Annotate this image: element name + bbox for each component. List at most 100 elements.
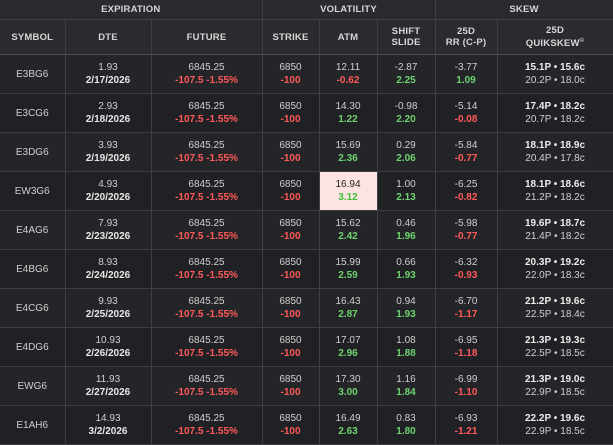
dte-value: 14.93 [95,413,121,424]
future-cell: 6845.25 -107.5 -1.55% [151,93,263,133]
symbol-cell[interactable]: E3CG6 [0,93,66,133]
col-rr-label-2: RR (C-P) [445,37,487,48]
future-change: -107.5 -1.55% [175,270,238,281]
symbol-cell[interactable]: E4DG6 [0,327,66,367]
shift-value: 0.83 [396,413,416,424]
expiration-date: 2/25/2026 [85,309,131,320]
slide-value: 1.80 [396,426,416,437]
slide-value: 1.93 [396,270,416,281]
shift-slide-cell: -2.87 2.25 [377,54,436,94]
rr-value: -6.99 [454,374,478,385]
col-shift-slide[interactable]: SHIFT SLIDE [377,19,436,55]
col-strike[interactable]: STRIKE [262,19,320,55]
col-25d-quikskew[interactable]: 25D QUIKSKEW© [497,19,613,55]
col-dte[interactable]: DTE [65,19,152,55]
quikskew-prior: 22.5P • 18.4c [525,309,585,320]
atm-change: 2.42 [338,231,358,242]
expiration-date: 2/17/2026 [85,75,131,86]
slide-value: 2.06 [396,153,416,164]
shift-slide-cell: 0.29 2.06 [377,132,436,172]
future-cell: 6845.25 -107.5 -1.55% [151,405,263,445]
col-symbol[interactable]: SYMBOL [0,19,66,55]
table-row[interactable]: EW3G6 4.93 2/20/2026 6845.25 -107.5 -1.5… [0,171,613,211]
table-row[interactable]: E4AG6 7.93 2/23/2026 6845.25 -107.5 -1.5… [0,210,613,250]
table-row[interactable]: E1AH6 14.93 3/2/2026 6845.25 -107.5 -1.5… [0,405,613,445]
symbol-cell[interactable]: E4AG6 [0,210,66,250]
future-change: -107.5 -1.55% [175,75,238,86]
atm-change: 3.12 [338,192,358,203]
shift-slide-cell: 1.08 1.88 [377,327,436,367]
quikskew-prior: 22.9P • 18.5c [525,387,585,398]
symbol: E3DG6 [15,146,49,158]
col-25d-rr[interactable]: 25D RR (C-P) [435,19,498,55]
rr-change: -0.08 [454,114,478,125]
dte-value: 3.93 [98,140,118,151]
rr-value: -3.77 [454,62,478,73]
quikskew-current: 18.1P • 18.9c [524,140,586,151]
table-row[interactable]: E3DG6 3.93 2/19/2026 6845.25 -107.5 -1.5… [0,132,613,172]
atm-cell: 17.07 2.96 [319,327,378,367]
group-skew: SKEW [435,0,613,20]
rr-change: -0.93 [454,270,478,281]
symbol-cell[interactable]: EW3G6 [0,171,66,211]
rr-cell: -5.98 -0.77 [435,210,498,250]
future-change: -107.5 -1.55% [175,426,238,437]
atm-vol: 16.49 [335,413,361,424]
future-change: -107.5 -1.55% [175,309,238,320]
rr-change: -0.77 [454,231,478,242]
strike-cell: 6850 -100 [262,288,320,328]
dte-cell: 2.93 2/18/2026 [65,93,152,133]
atm-change: -0.62 [336,75,360,86]
slide-value: 2.13 [396,192,416,203]
rr-change: -1.21 [454,426,478,437]
slide-value: 1.93 [396,309,416,320]
symbol: E3BG6 [16,68,49,80]
table-row[interactable]: E3BG6 1.93 2/17/2026 6845.25 -107.5 -1.5… [0,54,613,94]
quikskew-prior: 20.4P • 17.8c [525,153,585,164]
atm-change: 2.87 [338,309,358,320]
symbol-cell[interactable]: EWG6 [0,366,66,406]
quikskew-prior: 21.4P • 18.2c [525,231,585,242]
strike-cell: 6850 -100 [262,327,320,367]
future-price: 6845.25 [188,374,225,385]
atm-vol: 16.43 [335,296,361,307]
symbol-cell[interactable]: E1AH6 [0,405,66,445]
dte-value: 11.93 [95,374,121,385]
rr-cell: -5.84 -0.77 [435,132,498,172]
slide-value: 2.25 [396,75,416,86]
symbol-cell[interactable]: E4CG6 [0,288,66,328]
col-atm[interactable]: ATM [319,19,378,55]
slide-value: 1.84 [396,387,416,398]
table-row[interactable]: E4BG6 8.93 2/24/2026 6845.25 -107.5 -1.5… [0,249,613,289]
symbol-cell[interactable]: E3BG6 [0,54,66,94]
col-future[interactable]: FUTURE [151,19,263,55]
strike-change: -100 [280,309,301,320]
table-row[interactable]: E4DG6 10.93 2/26/2026 6845.25 -107.5 -1.… [0,327,613,367]
rr-value: -6.70 [454,296,478,307]
future-change: -107.5 -1.55% [175,231,238,242]
strike-cell: 6850 -100 [262,366,320,406]
expiration-date: 2/20/2026 [85,192,131,203]
symbol-cell[interactable]: E4BG6 [0,249,66,289]
dte-cell: 4.93 2/20/2026 [65,171,152,211]
rr-value: -6.93 [454,413,478,424]
rr-cell: -6.95 -1.18 [435,327,498,367]
quikskew-current: 21.3P • 19.0c [524,374,586,385]
symbol: EWG6 [17,380,47,392]
symbol: E4BG6 [16,263,49,275]
shift-value: 0.46 [396,218,416,229]
future-price: 6845.25 [188,257,225,268]
shift-value: 1.08 [396,335,416,346]
atm-vol: 12.11 [335,62,361,73]
symbol: E3CG6 [15,107,49,119]
strike-value: 6850 [279,413,302,424]
dte-value: 2.93 [98,101,118,112]
table-row[interactable]: EWG6 11.93 2/27/2026 6845.25 -107.5 -1.5… [0,366,613,406]
table-row[interactable]: E3CG6 2.93 2/18/2026 6845.25 -107.5 -1.5… [0,93,613,133]
strike-value: 6850 [279,296,302,307]
symbol-cell[interactable]: E3DG6 [0,132,66,172]
strike-value: 6850 [279,257,302,268]
table-row[interactable]: E4CG6 9.93 2/25/2026 6845.25 -107.5 -1.5… [0,288,613,328]
future-cell: 6845.25 -107.5 -1.55% [151,210,263,250]
